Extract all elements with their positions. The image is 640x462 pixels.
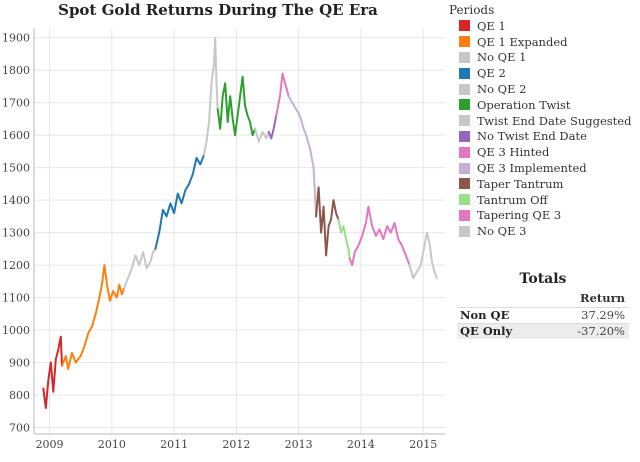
legend-swatch: [459, 162, 470, 174]
legend: Periods QE 1 QE 1 Expanded No QE 1 QE 2 No Q…: [449, 2, 639, 239]
legend-item[interactable]: No QE 1: [449, 50, 639, 66]
series-line-qe-1: [42, 335, 63, 409]
legend-swatch: [459, 178, 470, 190]
totals-row-label: Non QE: [460, 308, 510, 322]
legend-label: Operation Twist: [477, 97, 571, 112]
legend-swatch: [459, 83, 470, 95]
y-tick-label: 1400: [2, 194, 30, 207]
x-tick-label: 2014: [347, 438, 375, 451]
legend-swatch: [459, 146, 470, 158]
legend-label: No QE 2: [477, 82, 527, 97]
legend-label: No Twist End Date: [477, 129, 587, 144]
legend-swatch: [459, 20, 470, 32]
series-line-tapering-qe-3: [348, 205, 411, 267]
legend-label: QE 3 Hinted: [477, 145, 550, 160]
legend-swatch: [459, 99, 470, 111]
series-layer: [42, 36, 438, 409]
grid-layer: [33, 28, 445, 435]
legend-item[interactable]: Operation Twist: [449, 97, 639, 113]
y-tick-label: 900: [9, 357, 30, 370]
legend-item[interactable]: Tapering QE 3: [449, 208, 639, 224]
legend-label: QE 2: [477, 66, 506, 81]
x-tick-label: 2011: [160, 438, 188, 451]
series-line-no-qe-1: [123, 247, 157, 289]
series-line-twist-end-date-suggested: [254, 127, 270, 143]
legend-swatch: [459, 194, 470, 206]
totals-title: Totals: [519, 271, 567, 287]
totals-table: Totals Return Non QE 37.29% QE Only -37.…: [457, 268, 629, 339]
series-line-qe-2: [154, 153, 205, 250]
x-tick-label: 2015: [409, 438, 437, 451]
legend-label: Tapering QE 3: [477, 208, 562, 223]
series-line-qe-3-hinted: [275, 72, 290, 117]
legend-item[interactable]: Tantrum Off: [449, 192, 639, 208]
y-tick-label: 1000: [2, 324, 30, 337]
totals-row-qe-only: QE Only -37.20%: [457, 323, 629, 339]
totals-row-value: 37.29%: [581, 308, 625, 322]
y-tick-label: 1800: [2, 64, 30, 77]
legend-swatch: [459, 209, 470, 221]
y-tick-label: 1600: [2, 129, 30, 142]
legend-items: QE 1 QE 1 Expanded No QE 1 QE 2 No QE 2 Opera…: [449, 18, 639, 239]
legend-label: QE 1 Expanded: [477, 34, 568, 49]
series-line-no-qe-3: [408, 231, 438, 280]
totals-column-header: Return: [580, 291, 625, 305]
legend-label: QE 3 Implemented: [477, 161, 587, 176]
legend-item[interactable]: QE 1: [449, 18, 639, 34]
legend-swatch: [459, 225, 470, 237]
totals-row-label: QE Only: [460, 324, 513, 338]
legend-label: Taper Tantrum: [477, 176, 564, 191]
y-tick-label: 1900: [2, 32, 30, 45]
series-line-qe-1-expanded: [61, 264, 126, 370]
series-line-tantrum-off: [337, 218, 351, 260]
legend-swatch: [459, 130, 470, 142]
legend-swatch: [459, 67, 470, 79]
legend-label: Twist End Date Suggested: [477, 113, 632, 128]
chart-title: Spot Gold Returns During The QE Era: [58, 1, 378, 19]
x-tick-label: 2012: [222, 438, 250, 451]
legend-label: Tantrum Off: [477, 192, 548, 207]
legend-item[interactable]: No Twist End Date: [449, 129, 639, 145]
x-tick-label: 2010: [98, 438, 126, 451]
legend-label: QE 1: [477, 18, 506, 33]
tick-layer: 700 800 900 1000 1100 1200 1300 1400 1500 1600 170…: [2, 32, 437, 451]
legend-item[interactable]: QE 3 Implemented: [449, 160, 639, 176]
y-tick-label: 1100: [2, 292, 30, 305]
totals-row-value: -37.20%: [577, 324, 625, 338]
y-tick-label: 1300: [2, 227, 30, 240]
legend-swatch: [459, 36, 470, 48]
series-line-operation-twist: [216, 75, 257, 137]
y-tick-label: 1500: [2, 162, 30, 175]
legend-item[interactable]: QE 3 Hinted: [449, 144, 639, 160]
series-line-no-qe-2: [203, 36, 219, 156]
y-tick-label: 1200: [2, 259, 30, 272]
y-tick-label: 800: [9, 389, 30, 402]
legend-swatch: [459, 51, 470, 63]
series-line-taper-tantrum: [315, 186, 340, 257]
legend-item[interactable]: No QE 3: [449, 223, 639, 239]
legend-item[interactable]: QE 2: [449, 65, 639, 81]
legend-label: No QE 3: [477, 224, 527, 239]
x-tick-label: 2013: [285, 438, 313, 451]
legend-label: No QE 1: [477, 50, 527, 65]
x-tick-label: 2009: [36, 438, 64, 451]
legend-title: Periods: [449, 3, 495, 17]
legend-item[interactable]: Twist End Date Suggested: [449, 113, 639, 129]
legend-item[interactable]: QE 1 Expanded: [449, 34, 639, 50]
legend-item[interactable]: No QE 2: [449, 81, 639, 97]
y-tick-label: 1700: [2, 97, 30, 110]
y-tick-label: 700: [9, 422, 30, 435]
totals-row-non-qe: Non QE 37.29%: [457, 307, 629, 323]
series-line-qe-3-implemented: [287, 95, 318, 218]
series-line-no-twist-end-date: [267, 114, 278, 140]
legend-item[interactable]: Taper Tantrum: [449, 176, 639, 192]
legend-swatch: [459, 115, 470, 127]
